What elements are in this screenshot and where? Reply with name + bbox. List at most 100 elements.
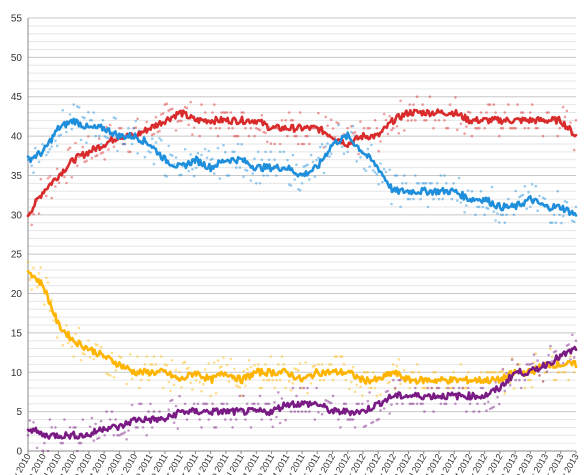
poll-point [149,402,152,406]
poll-point [202,402,205,406]
poll-point [351,132,355,135]
poll-point [355,160,359,163]
poll-point [375,172,379,176]
poll-point [450,386,454,390]
poll-point [90,156,94,160]
poll-point [523,386,527,390]
poll-point [242,111,245,114]
poll-point [525,363,528,366]
poll-point [452,182,455,185]
poll-point [558,126,561,130]
poll-point [253,157,256,161]
poll-point [112,434,116,437]
poll-point [547,353,550,357]
poll-point [516,103,519,106]
poll-point [359,155,362,159]
poll-point [488,103,492,106]
poll-point [103,434,106,437]
poll-point [260,386,264,390]
poll-point [443,119,446,122]
poll-point [119,126,123,130]
poll-point [466,189,470,192]
poll-point [461,386,465,390]
poll-point [214,426,218,429]
poll-point [439,402,443,406]
poll-point [50,196,53,200]
poll-point [271,425,275,429]
poll-point [432,371,435,374]
poll-point [329,152,333,155]
poll-point [92,111,96,114]
poll-point [319,378,322,382]
poll-point [76,449,79,453]
poll-point [119,356,123,359]
poll-point [563,200,567,203]
poll-point [306,163,309,166]
poll-point [55,336,59,339]
poll-point [43,441,46,445]
poll-point [105,410,108,413]
poll-point [289,388,293,392]
poll-point [342,402,346,406]
poll-point [567,343,570,346]
poll-point [37,212,41,215]
poll-point [134,426,138,429]
poll-point [441,197,445,201]
poll-point [510,358,514,362]
poll-point [269,355,273,358]
poll-point [211,111,214,114]
poll-point [410,371,413,374]
poll-point [329,118,333,121]
poll-point [61,343,64,347]
poll-point [494,219,497,222]
poll-point [350,418,353,421]
poll-point [203,402,207,406]
poll-point [163,174,167,177]
poll-point [183,402,187,406]
poll-point [121,432,125,435]
poll-point [364,424,368,428]
poll-point [163,363,167,366]
poll-point [432,410,435,413]
poll-point [297,369,300,372]
poll-point [116,434,119,437]
poll-point [309,153,313,157]
poll-point [150,137,154,140]
poll-point [34,146,37,150]
poll-point [172,383,176,387]
poll-point [171,359,174,362]
poll-point [569,355,572,358]
poll-point [514,378,517,382]
poll-point [107,373,110,376]
poll-point [183,360,187,364]
poll-point [355,402,359,406]
poll-point [530,362,534,365]
poll-point [229,418,233,421]
poll-point [26,260,30,264]
poll-point [481,386,485,390]
poll-point [253,364,256,367]
poll-point [147,378,150,382]
poll-point [96,154,99,157]
poll-point [83,116,86,120]
poll-point [518,378,521,382]
poll-point [234,166,238,169]
poll-point [83,160,86,164]
poll-point [45,276,48,280]
poll-point [337,418,340,421]
poll-point [150,363,154,366]
poll-point [434,119,437,122]
poll-point [503,389,507,393]
poll-point [74,426,77,429]
poll-point [350,380,353,384]
poll-point [333,355,337,358]
poll-point [242,394,245,398]
poll-point [501,367,505,371]
poll-point [386,389,390,393]
poll-point [130,142,134,146]
poll-point [342,363,346,366]
poll-point [81,418,85,421]
poll-point [143,363,147,366]
poll-point [306,391,309,395]
